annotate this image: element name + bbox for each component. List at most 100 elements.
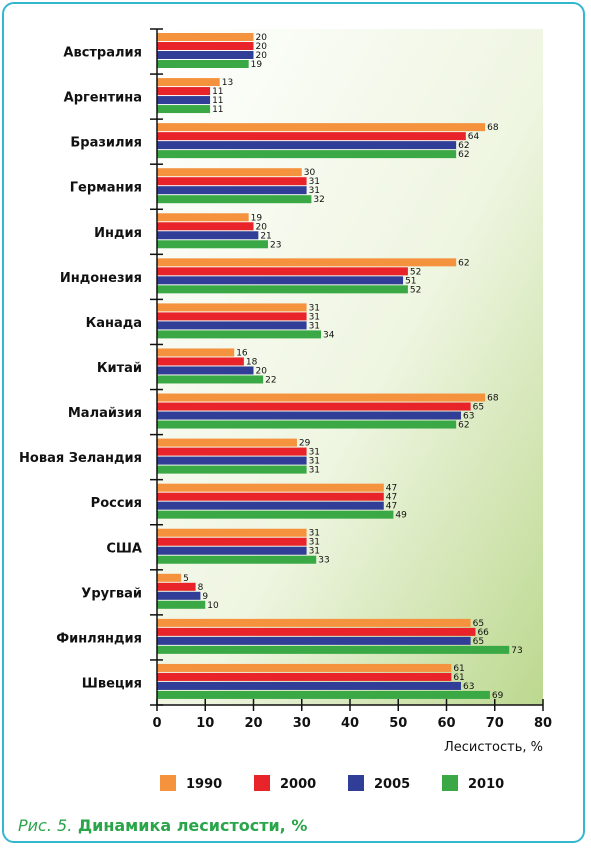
x-tick-label-60: 60	[437, 716, 455, 731]
x-tick-label-10: 10	[196, 716, 214, 731]
data-label-2005-12: 31	[309, 547, 320, 557]
data-label-2010-10: 31	[309, 466, 320, 476]
data-label-2005-2: 11	[212, 96, 223, 106]
bar-2000-10	[157, 447, 307, 456]
x-tick-label-20: 20	[244, 716, 262, 731]
data-label-2005-1: 20	[256, 51, 268, 61]
legend-swatch-2005	[348, 775, 364, 791]
data-label-2005-4: 31	[309, 186, 320, 196]
data-label-2000-6: 52	[410, 267, 421, 277]
data-label-1990-12: 31	[309, 529, 320, 539]
data-label-2000-8: 18	[246, 357, 258, 367]
data-label-2000-1: 20	[256, 42, 268, 52]
category-label-2: Аргентина	[64, 91, 142, 106]
bar-2010-14	[157, 645, 510, 654]
data-label-2005-9: 63	[463, 412, 474, 422]
data-label-2000-10: 31	[309, 448, 320, 458]
bar-2005-13	[157, 591, 201, 600]
bar-2010-3	[157, 150, 457, 159]
x-tick-label-40: 40	[341, 716, 359, 731]
data-label-2005-14: 65	[473, 637, 484, 647]
bar-2010-12	[157, 555, 317, 564]
bar-2005-4	[157, 186, 307, 195]
x-tick-label-70: 70	[486, 716, 504, 731]
bar-1990-6	[157, 258, 457, 267]
bar-2010-9	[157, 420, 457, 429]
data-label-1990-5: 19	[251, 213, 263, 223]
data-label-2000-2: 11	[212, 87, 223, 97]
data-label-2010-1: 19	[251, 60, 263, 70]
data-label-2005-13: 9	[202, 592, 208, 602]
data-label-2005-10: 31	[309, 457, 320, 467]
bar-1990-11	[157, 483, 384, 492]
category-label-12: США	[106, 541, 142, 556]
bar-2005-14	[157, 636, 471, 645]
bar-2010-15	[157, 690, 490, 699]
bar-1990-13	[157, 573, 182, 582]
data-label-2010-2: 11	[212, 105, 223, 115]
x-axis-label: Лесистость, %	[444, 740, 543, 755]
bar-2000-9	[157, 402, 471, 411]
category-label-4: Германия	[70, 181, 142, 196]
legend-label-2005: 2005	[374, 777, 410, 792]
data-label-2010-3: 62	[458, 150, 469, 160]
data-label-2000-13: 8	[198, 583, 204, 593]
bar-2010-5	[157, 240, 268, 249]
data-label-2000-14: 66	[477, 628, 489, 638]
data-label-1990-8: 16	[236, 348, 248, 358]
data-label-2010-11: 49	[395, 511, 407, 521]
bar-2000-15	[157, 672, 452, 681]
bar-2005-7	[157, 321, 307, 330]
bar-2000-2	[157, 87, 211, 96]
bar-1990-12	[157, 528, 307, 537]
bar-2010-11	[157, 510, 394, 519]
data-label-2000-5: 20	[256, 222, 268, 232]
bar-2010-10	[157, 465, 307, 474]
category-label-3: Бразилия	[70, 136, 142, 151]
category-label-8: Китай	[97, 361, 142, 376]
bar-1990-8	[157, 348, 235, 357]
bar-2010-7	[157, 330, 322, 339]
x-tick-label-80: 80	[534, 716, 552, 731]
data-label-2000-4: 31	[309, 177, 320, 187]
bar-1990-15	[157, 663, 452, 672]
data-label-2010-5: 23	[270, 240, 281, 250]
data-label-1990-1: 20	[256, 33, 268, 43]
bar-2000-7	[157, 312, 307, 321]
data-label-2010-7: 34	[323, 330, 335, 340]
category-label-5: Индия	[94, 226, 142, 241]
category-label-10: Новая Зеландия	[19, 451, 142, 466]
category-label-14: Финляндия	[56, 631, 142, 646]
bar-2000-11	[157, 492, 384, 501]
data-label-1990-3: 68	[487, 123, 499, 133]
bar-1990-10	[157, 438, 297, 447]
data-label-2005-7: 31	[309, 321, 320, 331]
bar-2005-2	[157, 96, 211, 105]
legend-label-2000: 2000	[280, 777, 316, 792]
data-label-1990-15: 61	[453, 664, 464, 674]
data-label-2010-15: 69	[492, 691, 504, 701]
bar-2005-5	[157, 231, 259, 240]
bar-2000-13	[157, 582, 196, 591]
bar-2000-4	[157, 177, 307, 186]
bar-2000-6	[157, 267, 408, 276]
legend-swatch-2000	[254, 775, 270, 791]
bar-1990-1	[157, 33, 254, 41]
category-label-9: Малайзия	[68, 406, 142, 421]
bar-1990-2	[157, 78, 220, 87]
legend-label-1990: 1990	[186, 777, 222, 792]
category-label-1: Австралия	[63, 46, 142, 61]
bar-2000-12	[157, 537, 307, 546]
legend-swatch-2010	[442, 775, 458, 791]
bar-2005-8	[157, 366, 254, 375]
bar-2005-6	[157, 276, 404, 285]
legend-label-2010: 2010	[468, 777, 504, 792]
data-label-1990-7: 31	[309, 303, 320, 313]
data-label-2005-3: 62	[458, 141, 469, 151]
data-label-2010-13: 10	[207, 601, 219, 611]
x-tick-label-30: 30	[293, 716, 311, 731]
figure-number: Рис. 5.	[18, 816, 73, 835]
data-label-1990-13: 5	[183, 574, 189, 584]
data-label-2000-7: 31	[309, 312, 320, 322]
